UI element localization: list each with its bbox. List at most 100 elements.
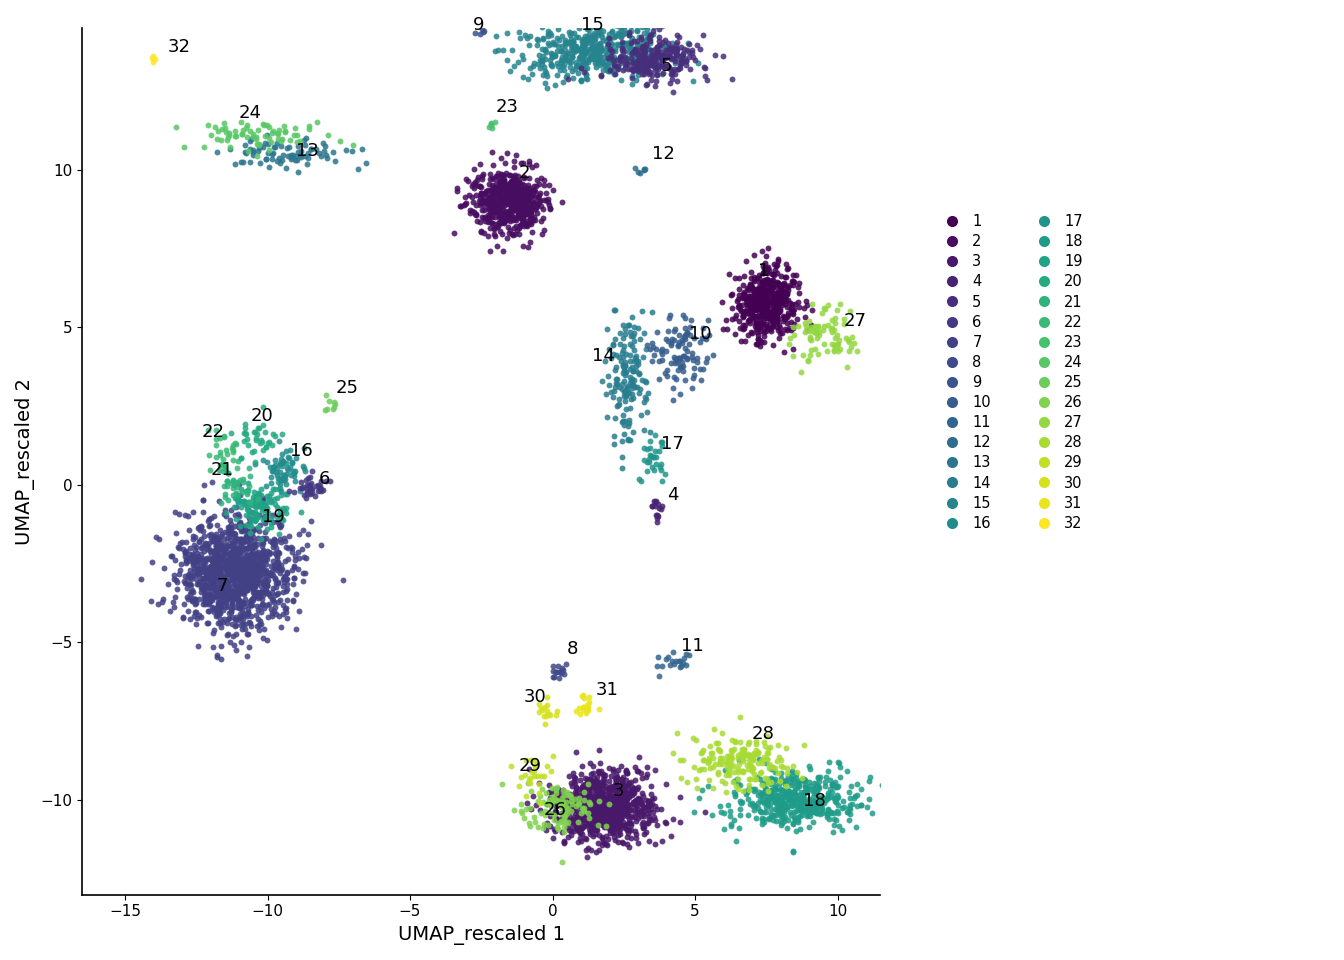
- Point: [806, 778, 828, 793]
- Point: [239, 468, 261, 484]
- Point: [528, 697, 550, 712]
- Point: [759, 276, 781, 291]
- Point: [593, 819, 614, 834]
- Point: [207, 599, 228, 614]
- Point: [650, 434, 672, 449]
- Point: [802, 322, 824, 337]
- Point: [616, 785, 637, 801]
- Point: [782, 303, 804, 319]
- Point: [595, 791, 617, 806]
- Text: 11: 11: [681, 637, 703, 655]
- Point: [646, 67, 668, 83]
- Point: [699, 327, 720, 343]
- Point: [782, 772, 804, 787]
- Point: [239, 613, 261, 629]
- Point: [194, 585, 215, 600]
- Point: [231, 609, 253, 624]
- Point: [284, 466, 305, 481]
- Text: 13: 13: [296, 142, 319, 160]
- Point: [274, 574, 296, 589]
- Point: [253, 545, 274, 561]
- Point: [622, 52, 644, 67]
- Point: [792, 348, 813, 363]
- Point: [636, 31, 657, 46]
- Point: [743, 318, 765, 333]
- Point: [774, 322, 796, 337]
- Point: [261, 463, 282, 478]
- Point: [282, 593, 304, 609]
- Point: [734, 286, 755, 301]
- Point: [508, 208, 530, 224]
- Point: [738, 280, 759, 296]
- Point: [794, 309, 816, 324]
- Point: [540, 799, 562, 814]
- Point: [485, 216, 507, 231]
- Point: [605, 780, 626, 796]
- Point: [794, 803, 816, 818]
- Point: [755, 728, 777, 743]
- Point: [469, 179, 491, 194]
- Point: [185, 604, 207, 619]
- Point: [239, 504, 261, 519]
- Text: 29: 29: [519, 756, 542, 775]
- Point: [527, 793, 548, 808]
- Point: [555, 657, 577, 672]
- Point: [679, 36, 700, 52]
- Point: [626, 34, 648, 49]
- Point: [661, 654, 683, 669]
- Point: [591, 777, 613, 792]
- Point: [496, 189, 517, 204]
- Point: [702, 780, 723, 796]
- Point: [560, 814, 582, 829]
- Point: [458, 187, 480, 203]
- Point: [595, 38, 617, 54]
- Point: [668, 351, 689, 367]
- Point: [641, 796, 663, 811]
- Point: [497, 195, 519, 210]
- Point: [231, 580, 253, 595]
- Point: [664, 351, 685, 367]
- Point: [836, 804, 857, 820]
- Point: [805, 804, 827, 820]
- Point: [554, 805, 575, 821]
- Point: [616, 765, 637, 780]
- Point: [543, 35, 564, 50]
- Point: [593, 795, 614, 810]
- Point: [559, 25, 581, 40]
- Point: [644, 49, 665, 64]
- Point: [698, 779, 719, 794]
- Point: [257, 128, 278, 143]
- Point: [464, 175, 485, 190]
- Point: [262, 592, 284, 608]
- Legend: 17, 18, 19, 20, 21, 22, 23, 24, 25, 26, 27, 28, 29, 30, 31, 32: 17, 18, 19, 20, 21, 22, 23, 24, 25, 26, …: [1023, 208, 1089, 537]
- Point: [531, 19, 552, 35]
- Point: [599, 789, 621, 804]
- Point: [562, 801, 583, 816]
- Point: [226, 600, 247, 615]
- Point: [531, 805, 552, 821]
- Point: [759, 788, 781, 804]
- Point: [484, 114, 505, 130]
- Point: [540, 808, 562, 824]
- Point: [582, 798, 603, 813]
- Point: [610, 37, 632, 53]
- Point: [237, 497, 258, 513]
- Point: [567, 6, 589, 21]
- Point: [620, 787, 641, 803]
- Point: [488, 181, 509, 197]
- Point: [683, 759, 704, 775]
- Point: [495, 182, 516, 198]
- Point: [195, 560, 216, 575]
- Point: [743, 248, 765, 263]
- Point: [207, 541, 228, 557]
- Point: [781, 797, 802, 812]
- Point: [560, 37, 582, 53]
- Point: [554, 834, 575, 850]
- Point: [603, 29, 625, 44]
- Point: [773, 790, 794, 805]
- Point: [612, 804, 633, 820]
- Point: [503, 200, 524, 215]
- Point: [636, 404, 657, 420]
- Point: [585, 800, 606, 815]
- Point: [589, 766, 610, 781]
